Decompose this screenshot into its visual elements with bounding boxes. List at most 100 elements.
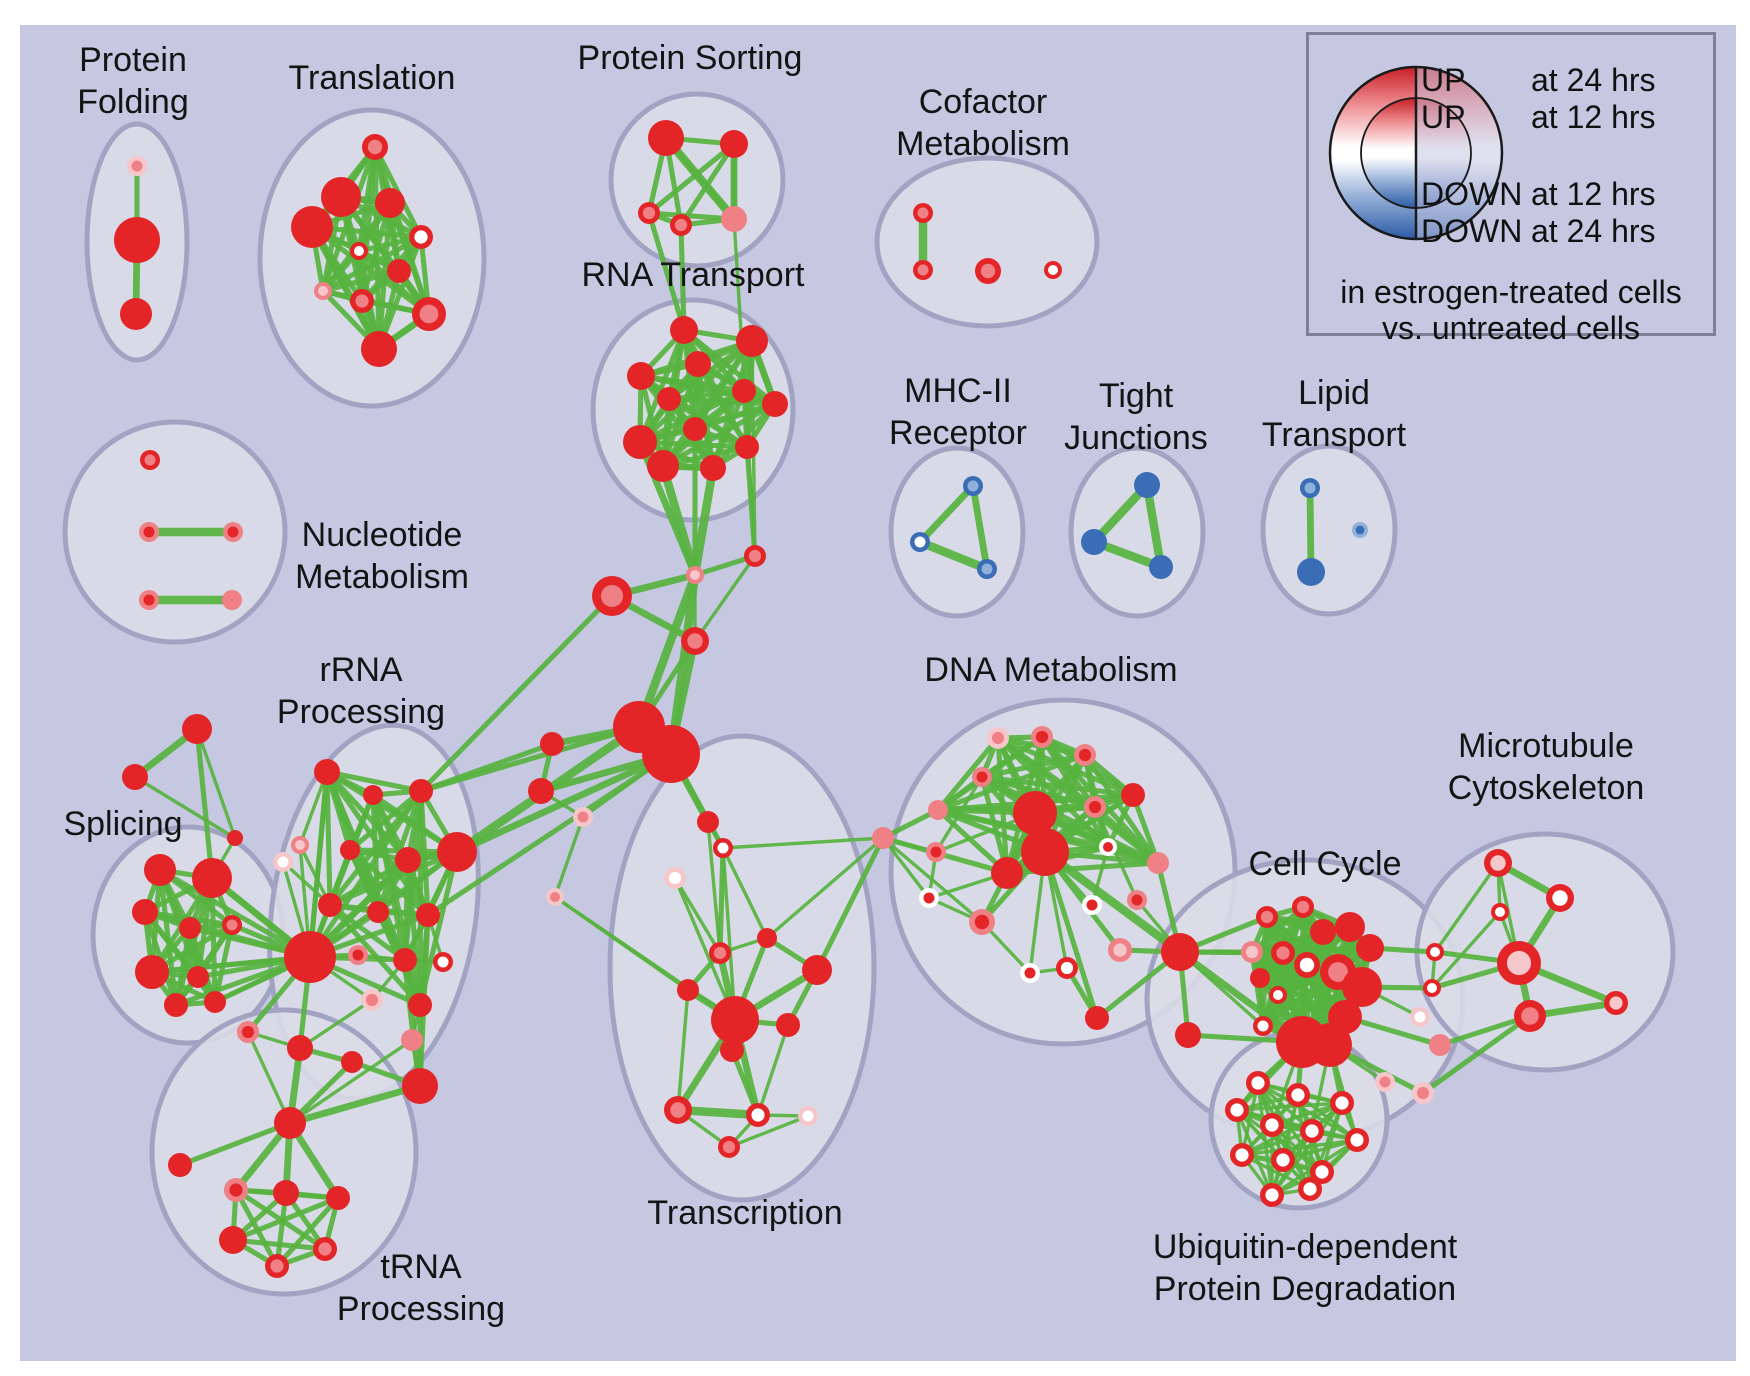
edge [230, 1195, 341, 1243]
edge [727, 1114, 810, 1149]
node [402, 1068, 438, 1104]
edge [133, 775, 237, 840]
cluster-ellipse-transcription [607, 733, 877, 1203]
node [776, 1013, 800, 1037]
edge [274, 1195, 341, 1269]
node [762, 391, 788, 417]
node [284, 931, 336, 983]
edge [634, 570, 700, 732]
node-core [1521, 1007, 1539, 1025]
node-core [1328, 962, 1348, 982]
node-core [1048, 265, 1058, 275]
edge [666, 396, 778, 407]
node-core [930, 846, 942, 858]
edge [1092, 804, 1161, 866]
node [1356, 934, 1384, 962]
node-core [642, 206, 656, 220]
node [670, 316, 698, 344]
edge [1430, 910, 1502, 990]
legend-box: UP at 24 hrs UP at 12 hrs DOWN at 12 hrs… [1306, 32, 1716, 346]
node-core [352, 949, 364, 961]
node [683, 417, 707, 441]
edge [1130, 792, 1161, 866]
cluster-label-rna_transport: RNA Transport [582, 256, 806, 294]
edge [327, 902, 408, 963]
node-core [1131, 894, 1143, 906]
edge [425, 751, 674, 918]
node [314, 759, 340, 785]
node-core [226, 594, 238, 606]
node [1085, 1006, 1109, 1030]
edge [418, 741, 555, 794]
edge [307, 769, 330, 960]
node-core [1276, 1153, 1290, 1167]
node-core [270, 1259, 284, 1273]
node [318, 893, 342, 917]
node-core [1251, 1076, 1265, 1090]
node [409, 779, 433, 803]
node-core [143, 526, 155, 538]
cluster-label-rrna: rRNA [319, 651, 402, 689]
node [1310, 919, 1336, 945]
edge [1240, 1129, 1314, 1157]
cluster-label-tight: Junctions [1064, 419, 1208, 457]
node [187, 966, 209, 988]
edge [320, 268, 402, 294]
cluster-label-transcription: Transcription [647, 1194, 842, 1232]
node-core [917, 264, 929, 276]
cluster-label-ubiquitin: Ubiquitin-dependent [1153, 1228, 1458, 1266]
legend-row-label: UP [1421, 99, 1466, 135]
edge [1281, 1138, 1359, 1162]
edge [324, 769, 424, 794]
node [1149, 555, 1173, 579]
edge [418, 593, 615, 794]
edge [1042, 849, 1100, 1021]
node [408, 993, 432, 1017]
node [395, 847, 421, 873]
cluster-label-rrna: Processing [277, 693, 445, 731]
node [273, 1180, 299, 1206]
cluster-label-nucleotide: Metabolism [295, 558, 469, 596]
node-core [419, 304, 439, 324]
node [711, 996, 759, 1044]
node-core [668, 871, 682, 885]
node [757, 928, 777, 948]
node [1250, 968, 1270, 988]
node [697, 811, 719, 833]
node-core [690, 570, 700, 580]
node [321, 177, 361, 217]
edge [347, 788, 424, 853]
node [720, 1038, 744, 1062]
cluster-label-mhc: Receptor [889, 414, 1027, 452]
node [291, 206, 333, 248]
cluster-label-cofactor: Metabolism [896, 125, 1070, 163]
cluster-label-trna: tRNA [380, 1248, 462, 1286]
cluster-label-translation: Translation [289, 59, 456, 97]
legend-row-label: DOWN [1421, 213, 1523, 249]
edge [695, 361, 716, 471]
node-core [1035, 730, 1049, 744]
edge [706, 820, 722, 955]
node [168, 1153, 192, 1177]
cluster-ellipse-cofactor [874, 155, 1100, 329]
edge [765, 836, 885, 940]
node [361, 331, 397, 367]
edge [646, 210, 737, 222]
edge [246, 1030, 292, 1125]
edge [453, 750, 675, 856]
edge [969, 482, 991, 573]
edge [814, 835, 886, 973]
node-core [1315, 1165, 1329, 1179]
edge [646, 210, 687, 333]
node-core [1024, 967, 1036, 979]
node-core [1245, 945, 1259, 959]
node [1081, 529, 1107, 555]
node [363, 785, 383, 805]
legend-right-half-fade [1416, 67, 1502, 239]
edge [934, 775, 984, 854]
node [393, 948, 417, 972]
legend-caption-line1: in estrogen-treated cells [1340, 274, 1682, 310]
edge [194, 726, 215, 881]
node [192, 858, 232, 898]
